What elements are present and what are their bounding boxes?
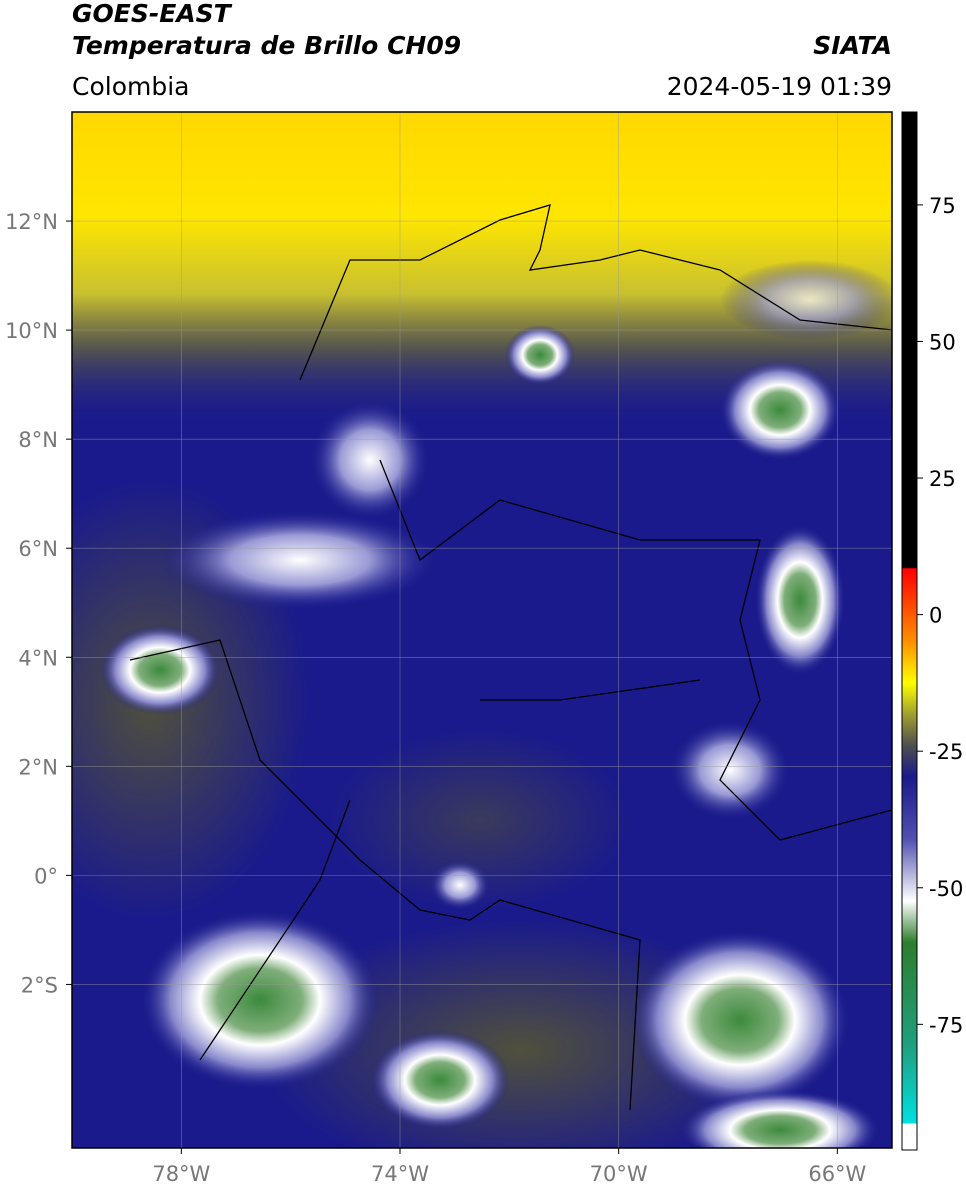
x-tick-label: 66°W [808,1162,866,1186]
x-tick-label: 74°W [371,1162,429,1186]
datetime: 2024-05-19 01:39 [667,72,892,101]
y-tick-label: 2°S [21,973,58,997]
colorbar-label: -50 [929,877,963,901]
colorbar [901,111,918,1151]
colorbar-label: -75 [929,1013,963,1037]
colorbar-label: -25 [929,740,963,764]
source: SIATA [813,31,892,60]
y-tick-label: 2°N [18,755,58,779]
title: GOES-EAST [72,0,233,28]
region: Colombia [72,72,189,101]
y-tick-label: 4°N [18,646,58,670]
y-tick-label: 6°N [18,537,58,561]
y-tick-label: 10°N [5,319,58,343]
x-tick-label: 78°W [152,1162,210,1186]
colorbar-label: 0 [929,604,942,628]
y-tick-label: 8°N [18,428,58,452]
colorbar-label: 25 [929,467,956,491]
colorbar-label: 75 [929,194,956,218]
colorbar-label: 50 [929,330,956,354]
imagery [72,112,892,1148]
subtitle: Temperatura de Brillo CH09 [72,31,461,60]
y-tick-label: 12°N [5,210,58,234]
x-tick-label: 70°W [590,1162,648,1186]
map-frame [71,111,893,1149]
y-tick-label: 0° [34,864,58,888]
